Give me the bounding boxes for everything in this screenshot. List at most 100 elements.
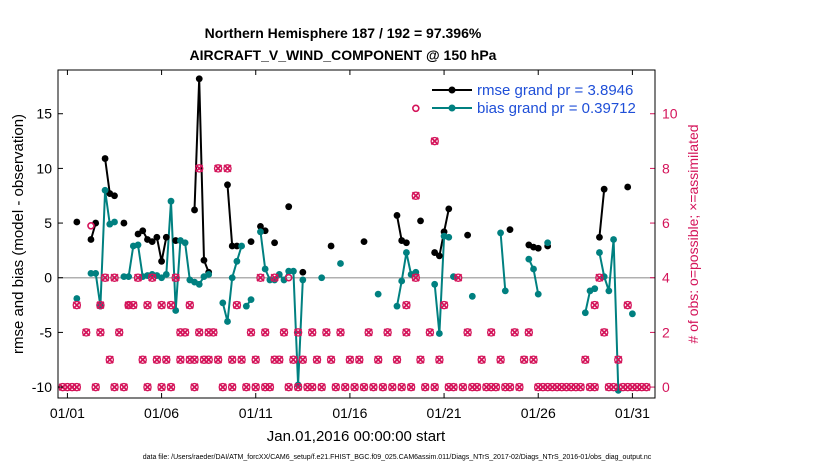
rmse-point	[624, 183, 632, 191]
obs-possible-ring	[623, 300, 632, 310]
obs-assimilated-marker	[430, 136, 439, 146]
obs-assimilated-marker	[166, 300, 176, 310]
bias-point	[393, 302, 401, 310]
bias-point	[228, 274, 236, 282]
rmse-point	[600, 185, 608, 193]
rmse-point	[534, 244, 542, 252]
rmse-point	[445, 205, 453, 213]
x-tick-label: 01/11	[239, 405, 273, 421]
obs-assimilated-marker	[505, 382, 515, 392]
bias-point	[591, 285, 599, 293]
obs-possible-ring	[185, 300, 195, 310]
obs-possible-ring	[147, 273, 157, 282]
obs-assimilated-cross	[623, 301, 632, 310]
obs-possible-ring	[378, 382, 388, 392]
obs-assimilated-cross	[430, 137, 439, 146]
obs-assimilated-marker	[388, 382, 397, 392]
obs-possible-ring	[439, 300, 449, 310]
obs-possible-ring	[166, 382, 176, 392]
bias-point	[285, 267, 293, 275]
obs-assimilated-cross	[383, 328, 392, 337]
plot-area	[58, 70, 655, 398]
rmse-point	[464, 231, 472, 239]
obs-assimilated-marker	[430, 382, 439, 392]
obs-assimilated-marker	[260, 328, 270, 337]
bias-point	[374, 290, 382, 298]
chart-title-line-1: Northern Hemisphere 187 / 192 = 97.396%	[205, 25, 482, 41]
obs-assimilated-marker	[307, 328, 317, 337]
obs-possible-ring	[72, 382, 82, 392]
bias-point	[581, 309, 589, 317]
obs-assimilated-marker	[373, 355, 383, 364]
obs-possible-ring	[138, 355, 147, 364]
obs-possible-ring	[81, 328, 91, 337]
obs-assimilated-cross	[454, 273, 463, 282]
obs-assimilated-marker	[246, 328, 256, 337]
obs-assimilated-marker	[157, 382, 166, 392]
obs-assimilated-cross	[440, 301, 449, 310]
obs-assimilated-marker	[293, 328, 303, 337]
obs-possible-ring	[260, 328, 270, 337]
rmse-point	[87, 236, 95, 243]
obs-possible-ring	[614, 355, 623, 364]
rmse-point	[393, 212, 401, 219]
obs-assimilated-marker	[81, 328, 91, 337]
obs-possible-ring	[143, 382, 152, 392]
obs-assimilated-marker	[162, 355, 171, 364]
obs-assimilated-marker	[204, 355, 213, 364]
obs-assimilated-cross	[609, 383, 618, 392]
obs-assimilated-cross	[392, 355, 402, 364]
obs-possible-ring	[133, 273, 143, 282]
obs-assimilated-cross	[214, 164, 223, 173]
obs-assimilated-marker	[114, 328, 124, 337]
obs-assimilated-cross	[317, 383, 326, 392]
obs-assimilated-cross	[232, 301, 241, 310]
y-tick-label: 5	[44, 215, 52, 231]
obs-assimilated-marker	[449, 382, 458, 392]
obs-assimilated-marker	[317, 382, 326, 392]
bias-point	[497, 229, 504, 237]
bias-point	[92, 269, 100, 277]
obs-possible-ring	[152, 355, 162, 364]
obs-possible-ring	[110, 382, 119, 392]
rmse-point	[101, 155, 109, 162]
obs-possible-ring	[232, 300, 242, 310]
obs-assimilated-marker	[383, 328, 392, 337]
rmse-point	[224, 181, 231, 189]
obs-assimilated-cross	[110, 383, 119, 392]
rmse-point	[73, 218, 81, 226]
obs-assimilated-cross	[148, 273, 157, 282]
obs-possible-ring	[114, 328, 124, 337]
legend-bias-swatch-marker	[448, 104, 456, 112]
obs-assimilated-marker	[491, 382, 501, 392]
obs-assimilated-marker	[227, 355, 237, 364]
obs-possible-ring	[251, 355, 260, 364]
obs-assimilated-marker	[406, 382, 416, 392]
obs-possible-ring	[289, 355, 298, 364]
obs-assimilated-marker	[194, 164, 204, 173]
y2-tick-label: 6	[662, 215, 670, 231]
obs-assimilated-marker	[284, 382, 293, 392]
obs-assimilated-cross	[110, 273, 119, 282]
x-tick-label: 01/21	[427, 405, 462, 421]
rmse-point	[153, 233, 161, 241]
obs-assimilated-marker	[180, 328, 190, 337]
obs-possible-ring	[609, 382, 618, 392]
obs-assimilated-marker	[143, 382, 152, 392]
obs-possible-ring	[411, 191, 421, 200]
obs-assimilated-cross	[105, 355, 114, 364]
obs-possible-ring	[307, 382, 317, 392]
obs-possible-ring	[397, 382, 406, 392]
x-tick-label: 01/01	[50, 405, 85, 421]
obs-possible-ring	[359, 382, 369, 392]
obs-possible-ring	[256, 273, 265, 282]
y2-tick-label: 4	[662, 270, 670, 286]
obs-possible-ring	[162, 355, 171, 364]
data-file-footnote: data file: /Users/raeder/DAI/ATM_forcXX/…	[143, 454, 652, 461]
y-tick-label: 10	[36, 160, 52, 176]
obs-assimilated-marker	[213, 355, 223, 364]
bias-point	[261, 265, 269, 273]
bias-point	[629, 310, 636, 318]
obs-assimilated-cross	[256, 273, 265, 282]
obs-assimilated-cross	[101, 273, 110, 282]
